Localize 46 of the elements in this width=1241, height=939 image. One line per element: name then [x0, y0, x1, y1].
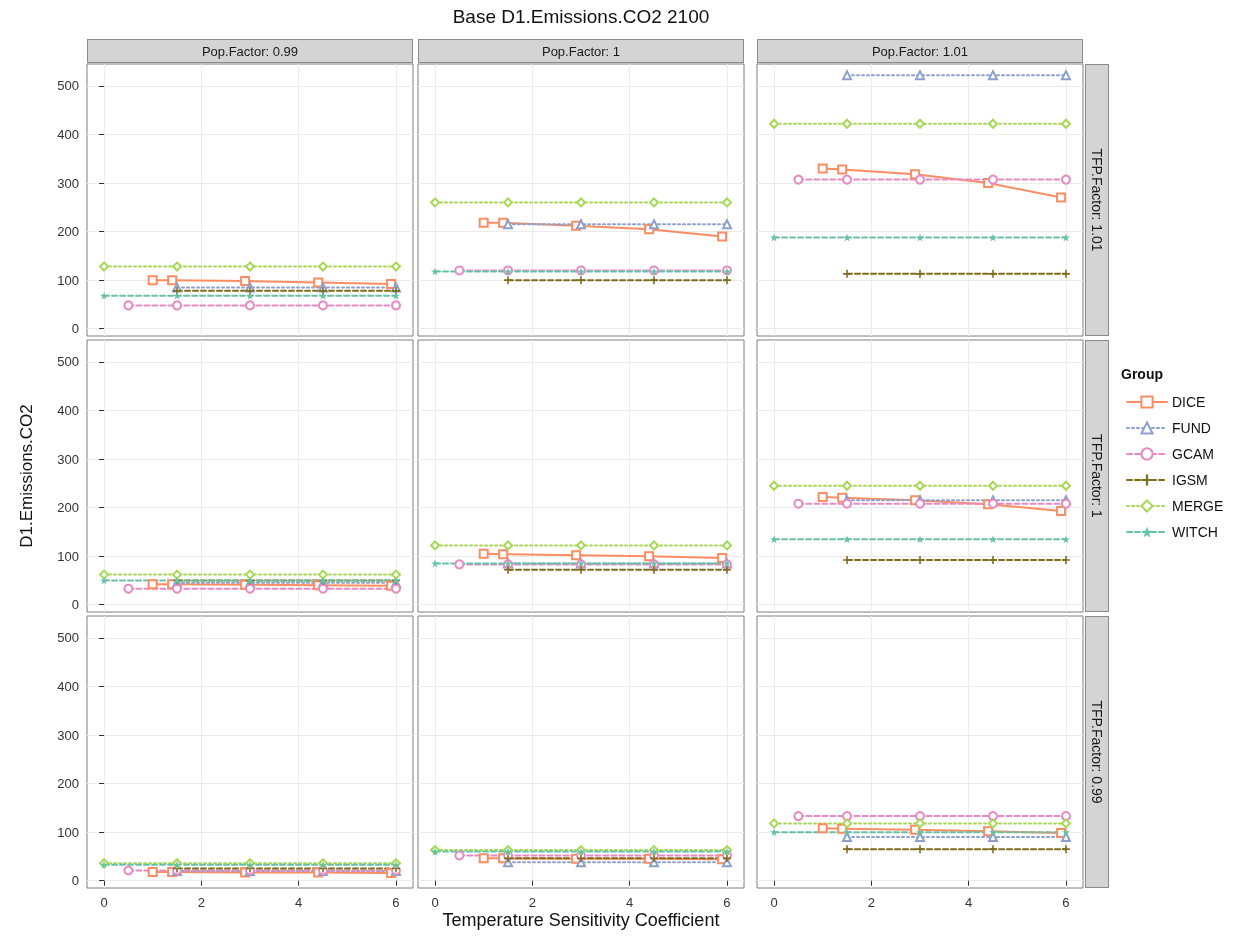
y-tick-label: 300 — [57, 727, 79, 743]
x-tick-label: 2 — [528, 895, 536, 910]
x-tick-label: 4 — [626, 895, 634, 910]
x-tick-label: 6 — [392, 895, 400, 910]
legend-label: MERGE — [1172, 498, 1224, 514]
legend-label: DICE — [1172, 394, 1206, 410]
x-axis-title: Temperature Sensitivity Coefficient — [441, 910, 721, 931]
y-tick-label: 200 — [57, 224, 79, 240]
y-tick-label: 500 — [57, 78, 79, 94]
y-axis-title: D1.Emissions.CO2 — [17, 404, 37, 548]
text: TFP.Factor: 1.01 — [1089, 148, 1106, 252]
y-tick-label: 400 — [57, 126, 79, 142]
text: TFP.Factor: 1 — [1089, 434, 1105, 518]
text: TFP.Factor: 0.99 — [1089, 700, 1106, 804]
x-tick-label: 4 — [965, 895, 973, 910]
y-tick-label: 400 — [57, 678, 79, 694]
x-tick-label: 0 — [431, 895, 439, 910]
chart-title: Base D1.Emissions.CO2 2100 — [451, 6, 711, 28]
y-tick-label: 0 — [71, 597, 79, 613]
legend-label: WITCH — [1172, 524, 1218, 540]
y-tick-label: 100 — [57, 548, 79, 564]
x-tick-label: 0 — [100, 895, 108, 910]
y-tick-label: 500 — [57, 630, 79, 646]
y-tick-label: 100 — [57, 824, 79, 840]
legend-label: GCAM — [1172, 446, 1214, 462]
y-tick-label: 200 — [57, 776, 79, 792]
y-tick-label: 400 — [57, 402, 79, 418]
y-tick-label: 300 — [57, 451, 79, 467]
x-tick-label: 2 — [867, 895, 875, 910]
y-tick-label: 100 — [57, 272, 79, 288]
legend-label: FUND — [1172, 420, 1211, 436]
x-tick-label: 2 — [197, 895, 205, 910]
y-tick-label: 500 — [57, 354, 79, 370]
chart-subtitle: Pop.Factor: 1.01 — [757, 39, 1083, 63]
y-tick-label: 300 — [57, 175, 79, 191]
x-tick-label: 0 — [770, 895, 778, 910]
y-tick-label: 200 — [57, 500, 79, 516]
x-tick-label: 4 — [295, 895, 303, 910]
x-tick-label: 6 — [1062, 895, 1070, 910]
x-tick-label: 6 — [723, 895, 731, 910]
chart-subtitle: Pop.Factor: 0.99 — [87, 39, 413, 63]
y-tick-label: 0 — [71, 873, 79, 889]
legend-label: IGSM — [1172, 472, 1208, 488]
legend-title: Group — [1121, 366, 1163, 382]
chart-subtitle: Pop.Factor: 1 — [418, 39, 744, 63]
y-tick-label: 0 — [71, 321, 79, 337]
